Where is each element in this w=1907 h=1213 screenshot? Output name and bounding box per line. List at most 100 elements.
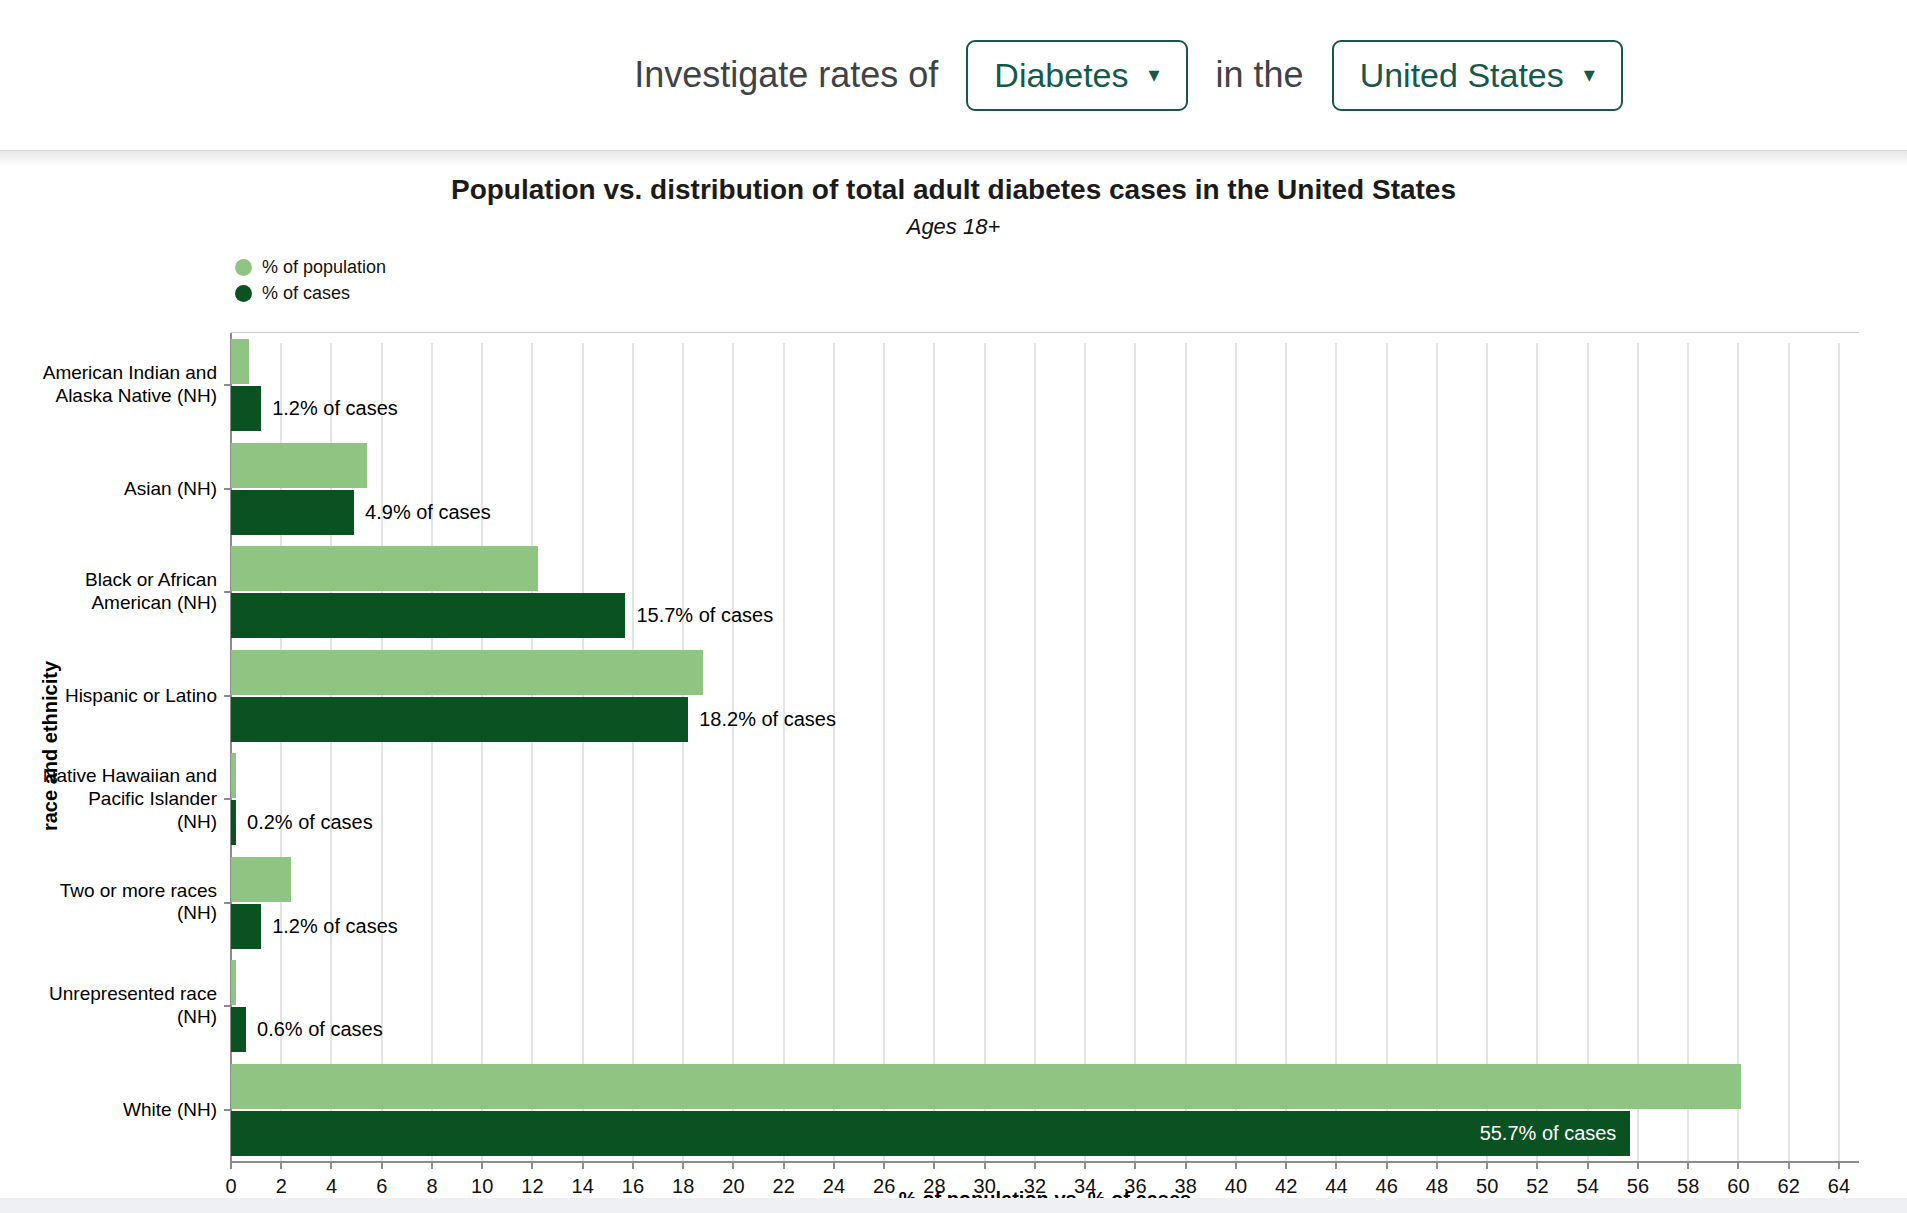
gridline (933, 343, 935, 1161)
category-label: Hispanic or Latino (7, 684, 217, 707)
x-axis-tick (1788, 1161, 1790, 1169)
plot-area: 0246810121416182022242628303234363840424… (231, 332, 1859, 1163)
cases-bar (231, 1111, 1630, 1156)
x-axis-tick (1737, 1161, 1739, 1169)
cases-legend-swatch-icon (235, 285, 252, 302)
x-axis-tick (732, 1161, 734, 1169)
x-axis-tick (1687, 1161, 1689, 1169)
gridline (582, 343, 584, 1161)
cases-value-label: 4.9% of cases (365, 490, 491, 535)
x-axis-tick (1235, 1161, 1237, 1169)
category-label: American Indian andAlaska Native (NH) (7, 362, 217, 408)
population-legend-swatch-icon (235, 259, 252, 276)
population-bar (231, 960, 236, 1005)
gridline (431, 343, 433, 1161)
cases-value-label: 0.2% of cases (247, 800, 373, 845)
gridline (632, 343, 634, 1161)
gridline (481, 343, 483, 1161)
gridline (531, 343, 533, 1161)
population-bar (231, 339, 249, 384)
cases-value-label: 1.2% of cases (272, 386, 398, 431)
x-axis-tick (1335, 1161, 1337, 1169)
category-label: Black or AfricanAmerican (NH) (7, 569, 217, 615)
population-bar (231, 546, 538, 591)
x-axis-tick (783, 1161, 785, 1169)
population-bar (231, 1064, 1741, 1109)
gridline (1185, 343, 1187, 1161)
legend: % of population % of cases (235, 257, 386, 304)
cases-value-label: 18.2% of cases (699, 697, 836, 742)
x-axis-tick (682, 1161, 684, 1169)
chevron-down-icon: ▾ (1149, 64, 1160, 86)
cases-bar (231, 490, 354, 535)
x-axis-tick (582, 1161, 584, 1169)
gridline (1486, 343, 1488, 1161)
gridline (1134, 343, 1136, 1161)
x-axis-tick (1486, 1161, 1488, 1169)
header-row: Investigate rates of Diabetes ▾ in the U… (634, 40, 1623, 111)
x-axis-tick (531, 1161, 533, 1169)
chevron-down-icon: ▾ (1584, 64, 1595, 86)
category-label: Two or more races(NH) (7, 880, 217, 926)
population-bar (231, 650, 703, 695)
cases-value-label: 1.2% of cases (272, 904, 398, 949)
x-axis-tick (280, 1161, 282, 1169)
gridline (682, 343, 684, 1161)
gridline (833, 343, 835, 1161)
population-legend-label: % of population (262, 257, 386, 278)
gridline (1687, 343, 1689, 1161)
cases-bar (231, 697, 688, 742)
population-bar (231, 753, 236, 798)
x-axis-tick (1386, 1161, 1388, 1169)
gridline (1034, 343, 1036, 1161)
x-axis-tick (933, 1161, 935, 1169)
x-axis-tick (330, 1161, 332, 1169)
page-background-strip (0, 1198, 1907, 1213)
cases-bar (231, 386, 261, 431)
population-bar (231, 857, 291, 902)
gridline (1386, 343, 1388, 1161)
gridline (984, 343, 986, 1161)
cases-value-label: 0.6% of cases (257, 1007, 383, 1052)
cases-bar (231, 593, 625, 638)
gridline (1285, 343, 1287, 1161)
condition-dropdown-value: Diabetes (994, 56, 1128, 95)
x-axis-tick (1536, 1161, 1538, 1169)
gridline (1838, 343, 1840, 1161)
category-label: Unrepresented race(NH) (7, 983, 217, 1029)
x-axis-tick (1637, 1161, 1639, 1169)
x-axis-tick (1034, 1161, 1036, 1169)
header: Investigate rates of Diabetes ▾ in the U… (0, 0, 1907, 151)
cases-bar (231, 904, 261, 949)
x-axis-tick (431, 1161, 433, 1169)
cases-bar (231, 1007, 246, 1052)
gridline (1637, 343, 1639, 1161)
cases-legend-label: % of cases (262, 283, 350, 304)
x-axis-tick (883, 1161, 885, 1169)
location-dropdown-value: United States (1360, 56, 1564, 95)
category-label: Asian (NH) (7, 477, 217, 500)
x-axis-tick (1838, 1161, 1840, 1169)
population-bar (231, 443, 367, 488)
x-axis-tick (230, 1161, 232, 1169)
category-label: White (NH) (7, 1098, 217, 1121)
condition-dropdown[interactable]: Diabetes ▾ (966, 40, 1187, 111)
gridline (883, 343, 885, 1161)
gridline (1436, 343, 1438, 1161)
x-axis-tick (1084, 1161, 1086, 1169)
x-axis-tick (632, 1161, 634, 1169)
gridline (1335, 343, 1337, 1161)
legend-item-cases: % of cases (235, 283, 386, 304)
gridline (1536, 343, 1538, 1161)
category-label: Native Hawaiian andPacific Islander(NH) (7, 765, 217, 833)
location-dropdown[interactable]: United States ▾ (1332, 40, 1623, 111)
x-axis-tick (833, 1161, 835, 1169)
chart-subtitle: Ages 18+ (0, 214, 1907, 240)
x-axis-tick (1134, 1161, 1136, 1169)
x-axis-tick (1587, 1161, 1589, 1169)
legend-item-population: % of population (235, 257, 386, 278)
x-axis-tick (1185, 1161, 1187, 1169)
x-axis-tick (1285, 1161, 1287, 1169)
x-axis-tick (381, 1161, 383, 1169)
x-axis-tick (481, 1161, 483, 1169)
